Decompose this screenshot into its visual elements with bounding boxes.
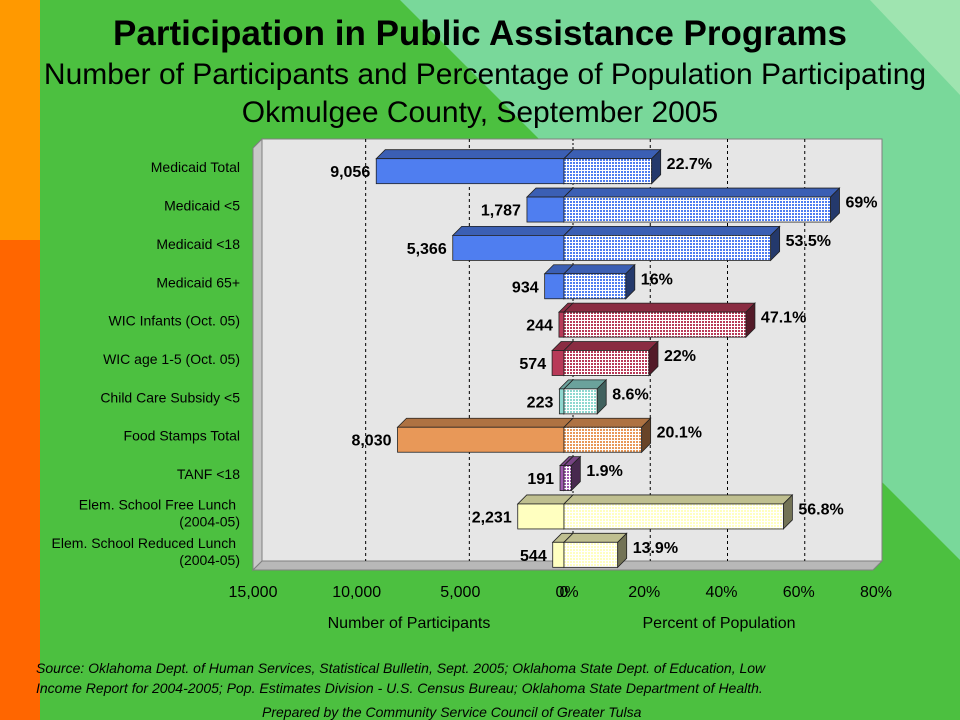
x-axis-label-participants: Number of Participants	[328, 615, 491, 632]
percent-value-label: 20.1%	[657, 425, 702, 442]
participants-value-label: 8,030	[351, 433, 391, 450]
participants-bar	[375, 148, 574, 185]
x-tick-label-percent: 60%	[783, 584, 815, 601]
percent-value-label: 56.8%	[798, 501, 843, 518]
percent-bar	[563, 263, 636, 300]
x-tick-label-percent: 0%	[555, 584, 578, 601]
percent-bar	[563, 340, 659, 377]
chart-title: Participation in Public Assistance Progr…	[113, 14, 847, 53]
percent-value-label: 69%	[846, 195, 878, 212]
participants-value-label: 223	[527, 394, 554, 411]
x-tick-label-participants: 5,000	[440, 584, 480, 601]
plot-side-wall	[252, 137, 263, 572]
category-label: TANF <18	[177, 466, 240, 482]
participants-value-label: 934	[512, 279, 539, 296]
participants-value-label: 191	[527, 471, 554, 488]
percent-value-label: 22%	[664, 348, 696, 365]
prepared-by-note: Prepared by the Community Service Counci…	[262, 704, 642, 720]
category-label: Medicaid Total	[151, 159, 240, 175]
percent-bar	[563, 378, 608, 415]
participants-bar	[396, 417, 574, 454]
x-tick-label-percent: 40%	[705, 584, 737, 601]
source-note-line2: Income Report for 2004-2005; Pop. Estima…	[36, 680, 763, 696]
x-axis-label-percent: Percent of Population	[643, 615, 796, 632]
category-label: WIC age 1-5 (Oct. 05)	[103, 351, 240, 367]
participants-value-label: 244	[526, 318, 553, 335]
category-label: WIC Infants (Oct. 05)	[109, 313, 240, 329]
participants-value-label: 9,056	[330, 164, 370, 181]
percent-bar	[563, 225, 781, 262]
category-label-line2: (2004-05)	[179, 552, 240, 568]
category-label: Medicaid <5	[164, 198, 240, 214]
x-tick-label-participants: 15,000	[229, 584, 278, 601]
percent-bar	[563, 148, 662, 185]
percent-value-label: 53.5%	[786, 233, 831, 250]
category-label-line2: (2004-05)	[179, 513, 240, 529]
participants-value-label: 2,231	[472, 509, 512, 526]
percent-value-label: 8.6%	[612, 386, 648, 403]
percent-value-label: 16%	[641, 271, 673, 288]
source-note-line1: Source: Oklahoma Dept. of Human Services…	[36, 660, 766, 676]
percent-bar	[563, 455, 582, 492]
x-tick-label-percent: 20%	[628, 584, 660, 601]
participants-value-label: 5,366	[407, 241, 447, 258]
category-label: Medicaid 65+	[156, 274, 240, 290]
chart-subtitle-location: Okmulgee County, September 2005	[241, 96, 719, 129]
category-label: Child Care Subsidy <5	[100, 389, 240, 405]
percent-bar	[563, 187, 841, 224]
x-tick-label-participants: 0	[560, 584, 569, 601]
percent-bar	[563, 417, 652, 454]
percent-value-label: 13.9%	[633, 540, 678, 557]
percent-bar	[563, 302, 756, 339]
x-tick-label-percent: 80%	[860, 584, 892, 601]
category-label: Medicaid <18	[156, 236, 240, 252]
participants-value-label: 1,787	[481, 203, 521, 220]
percent-bar	[563, 532, 628, 569]
x-tick-label-participants: 10,000	[332, 584, 381, 601]
category-label: Food Stamps Total	[124, 428, 240, 444]
participants-value-label: 574	[519, 356, 546, 373]
chart-subtitle: Number of Participants and Percentage of…	[43, 58, 927, 91]
participants-bar	[451, 225, 574, 262]
category-label: Elem. School Free Lunch	[79, 496, 236, 512]
percent-value-label: 1.9%	[586, 463, 622, 480]
percent-bar	[563, 493, 794, 530]
percent-value-label: 22.7%	[667, 156, 712, 173]
percent-value-label: 47.1%	[761, 310, 806, 327]
category-label: Elem. School Reduced Lunch	[52, 535, 236, 551]
participants-value-label: 544	[520, 548, 547, 565]
